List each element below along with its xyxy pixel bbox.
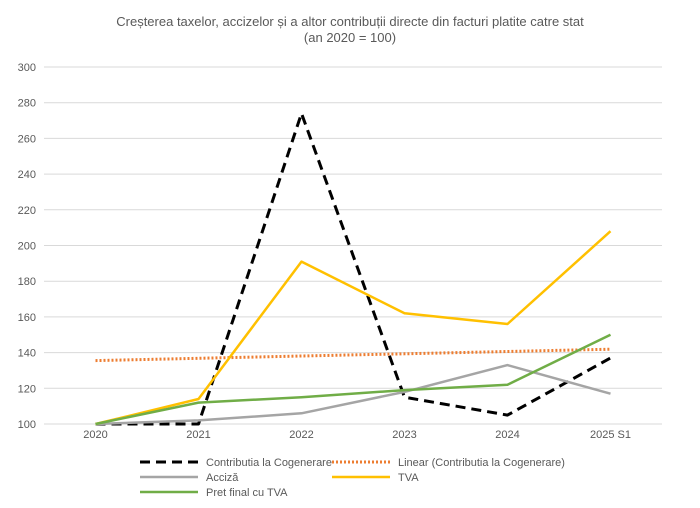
x-tick-label: 2023 <box>392 429 416 441</box>
y-tick-label: 100 <box>18 419 36 431</box>
chart-title: Creșterea taxelor, accizelor și a altor … <box>116 14 584 29</box>
x-tick-label: 2022 <box>289 429 313 441</box>
y-tick-label: 220 <box>18 205 36 217</box>
y-tick-label: 260 <box>18 133 36 145</box>
y-tick-label: 280 <box>18 98 36 110</box>
legend-label-3: TVA <box>398 472 419 484</box>
y-tick-label: 240 <box>18 169 36 181</box>
y-tick-label: 300 <box>18 62 36 74</box>
x-tick-label: 2020 <box>83 429 107 441</box>
series-line-4 <box>95 333 612 426</box>
x-tick-label: 2024 <box>495 429 519 441</box>
y-tick-label: 180 <box>18 276 36 288</box>
series-line-3 <box>95 230 612 426</box>
y-tick-label: 200 <box>18 241 36 253</box>
series-line-2 <box>95 363 611 426</box>
legend-label-1: Linear (Contributia la Cogenerare) <box>398 457 565 469</box>
series-line-1 <box>95 347 611 363</box>
chart-title-block: Creșterea taxelor, accizelor și a altor … <box>0 14 700 46</box>
legend-label-4: Pret final cu TVA <box>206 487 288 499</box>
legend-label-2: Acciză <box>206 472 239 484</box>
chart-subtitle: (an 2020 = 100) <box>303 30 397 45</box>
y-tick-label: 140 <box>18 348 36 360</box>
series-line-0 <box>95 111 612 426</box>
y-tick-label: 160 <box>18 312 36 324</box>
x-tick-label: 2021 <box>186 429 210 441</box>
y-tick-label: 120 <box>18 383 36 395</box>
x-tick-label: 2025 S1 <box>590 429 631 441</box>
legend-label-0: Contributia la Cogenerare <box>206 457 332 469</box>
